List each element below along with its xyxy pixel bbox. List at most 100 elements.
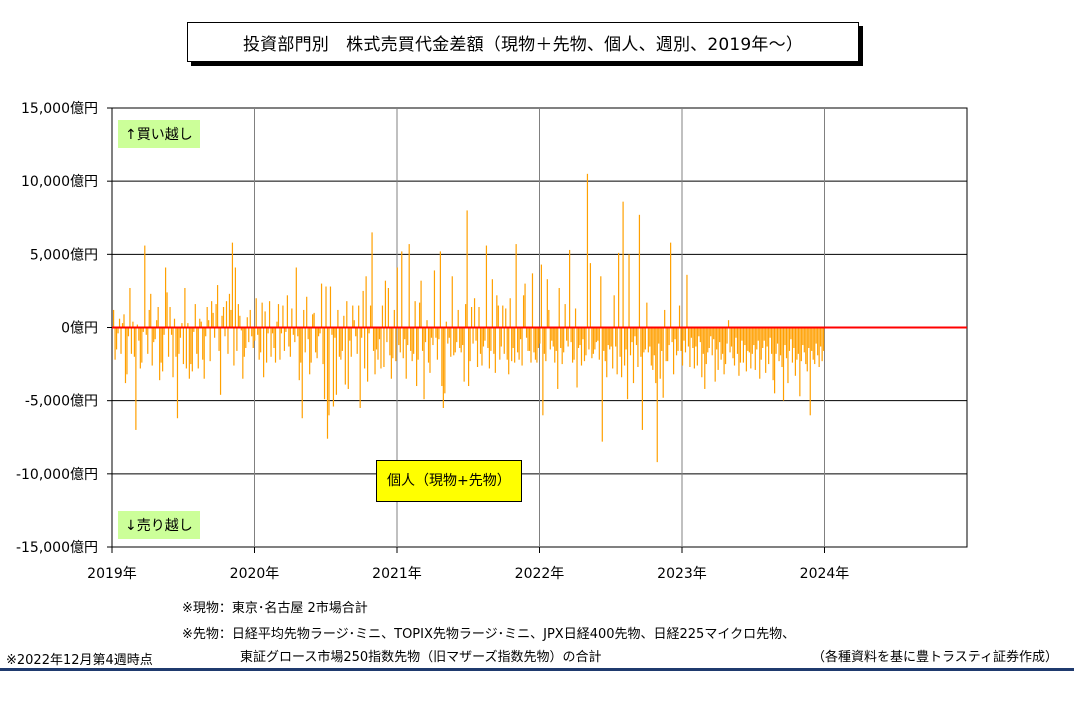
weekly-bar <box>375 327 378 350</box>
weekly-bar <box>325 286 327 328</box>
weekly-bar <box>367 327 369 382</box>
weekly-bar <box>346 301 348 328</box>
weekly-bar <box>720 327 722 360</box>
weekly-bar <box>322 327 324 365</box>
weekly-bar <box>534 327 537 360</box>
weekly-bar <box>594 327 596 350</box>
weekly-bar <box>334 327 336 338</box>
weekly-bar <box>130 327 133 354</box>
weekly-bar <box>188 327 190 379</box>
weekly-bar <box>741 327 743 341</box>
weekly-bar <box>157 307 159 328</box>
weekly-bar <box>328 327 330 416</box>
weekly-bar <box>424 327 427 343</box>
weekly-bar <box>641 327 643 430</box>
weekly-bar <box>432 327 434 346</box>
weekly-bar <box>766 327 768 347</box>
weekly-bar <box>205 327 207 337</box>
weekly-bar <box>270 327 272 357</box>
weekly-bar <box>569 249 571 328</box>
weekly-bar <box>724 327 727 365</box>
weekly-bar <box>661 327 663 351</box>
weekly-bar <box>138 327 140 341</box>
weekly-bar <box>148 309 150 328</box>
weekly-bar <box>313 312 315 328</box>
weekly-bar <box>591 327 593 359</box>
weekly-bar <box>508 327 510 375</box>
weekly-bar <box>799 327 801 397</box>
weekly-bar <box>301 327 303 419</box>
weekly-bar <box>320 283 323 328</box>
weekly-bar <box>695 327 697 347</box>
weekly-bar <box>615 327 617 347</box>
weekly-bar <box>438 327 440 340</box>
y-tick-label: -15,000億円 <box>16 540 98 556</box>
weekly-bar <box>413 327 415 354</box>
weekly-bar <box>579 327 581 346</box>
weekly-bar <box>283 327 286 351</box>
weekly-bar <box>172 327 174 378</box>
weekly-bar <box>505 308 507 328</box>
weekly-bar <box>606 327 608 378</box>
weekly-bar <box>598 327 600 360</box>
weekly-bar <box>338 327 340 357</box>
weekly-bar <box>753 327 755 346</box>
weekly-bar <box>289 327 291 357</box>
weekly-bar <box>365 276 367 328</box>
weekly-bar <box>423 327 425 400</box>
weekly-bar <box>659 327 661 379</box>
weekly-bar <box>176 327 179 419</box>
weekly-bar <box>326 327 329 439</box>
weekly-bar <box>469 327 471 362</box>
weekly-bar <box>760 327 762 360</box>
weekly-bar <box>353 320 355 328</box>
weekly-bar <box>629 327 632 356</box>
weekly-bar <box>656 327 658 463</box>
weekly-bar <box>705 327 707 365</box>
bar-series <box>113 173 825 463</box>
weekly-bar <box>521 327 523 366</box>
weekly-bar <box>619 327 621 357</box>
weekly-bar <box>756 327 758 350</box>
weekly-bar <box>298 327 300 381</box>
weekly-bar <box>793 327 795 348</box>
weekly-bar <box>543 327 545 354</box>
weekly-bar <box>803 327 805 353</box>
y-tick-label: 15,000億円 <box>21 101 98 117</box>
weekly-bar <box>246 317 248 328</box>
weekly-bar <box>121 323 124 328</box>
weekly-bar <box>536 327 538 363</box>
weekly-bar <box>555 327 557 351</box>
weekly-bar <box>248 327 250 343</box>
weekly-bar <box>465 304 467 328</box>
weekly-bar <box>200 321 202 328</box>
weekly-bar <box>268 301 271 328</box>
weekly-bar <box>484 327 486 341</box>
weekly-bar <box>653 327 655 356</box>
weekly-bar <box>297 327 299 337</box>
weekly-bar <box>592 327 594 354</box>
weekly-bar <box>499 327 501 360</box>
weekly-bar <box>285 327 287 332</box>
weekly-bar <box>566 327 568 341</box>
weekly-bar <box>206 307 208 328</box>
weekly-bar <box>719 327 721 343</box>
weekly-bar <box>785 327 788 359</box>
weekly-bar <box>331 327 333 335</box>
weekly-bar <box>583 327 586 362</box>
weekly-bar <box>683 327 685 341</box>
weekly-bar <box>374 327 376 375</box>
weekly-bar <box>531 273 534 328</box>
weekly-bar <box>393 309 395 328</box>
weekly-bar <box>717 327 719 370</box>
weekly-bar <box>242 327 244 379</box>
weekly-bar <box>323 327 326 400</box>
weekly-bar <box>175 327 177 357</box>
weekly-bar <box>748 327 750 353</box>
weekly-bar <box>236 327 238 351</box>
weekly-bar <box>401 251 403 328</box>
weekly-bar <box>267 327 269 334</box>
weekly-bar <box>392 327 394 359</box>
weekly-bar <box>796 327 798 360</box>
